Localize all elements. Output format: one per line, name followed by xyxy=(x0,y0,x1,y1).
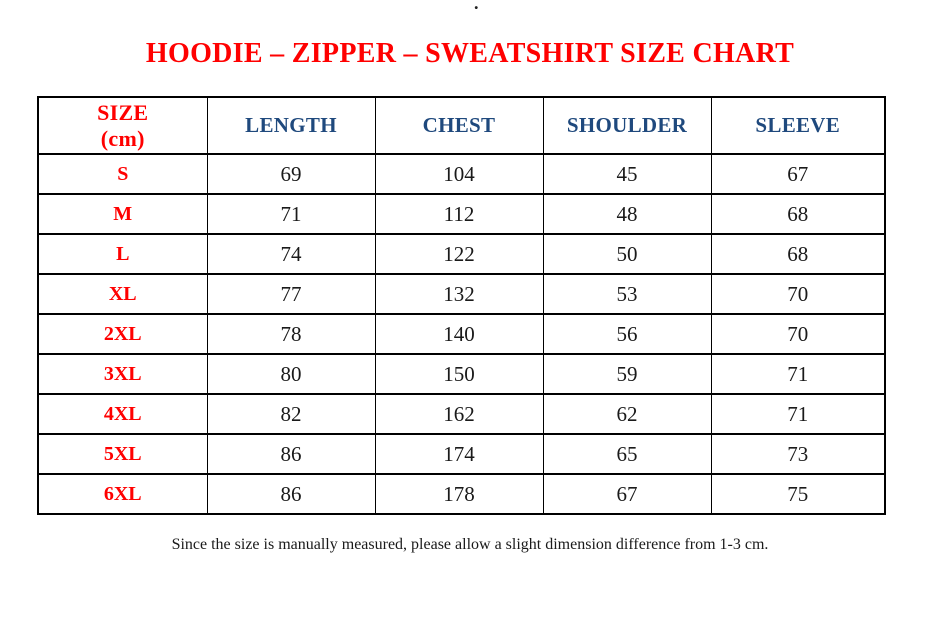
sleeve-value-cell: 73 xyxy=(710,433,886,475)
size-label-cell: 4XL xyxy=(37,393,208,435)
shoulder-value-cell: 65 xyxy=(542,433,712,475)
length-value-cell: 69 xyxy=(206,153,376,195)
column-header-shoulder: SHOULDER xyxy=(542,96,712,155)
shoulder-value-cell: 62 xyxy=(542,393,712,435)
shoulder-value-cell: 56 xyxy=(542,313,712,355)
table-row: XL 77 132 53 70 xyxy=(37,273,886,315)
sleeve-value-cell: 70 xyxy=(710,273,886,315)
sleeve-value-cell: 71 xyxy=(710,393,886,435)
size-label-cell: 2XL xyxy=(37,313,208,355)
shoulder-value-cell: 45 xyxy=(542,153,712,195)
length-value-cell: 80 xyxy=(206,353,376,395)
chest-value-cell: 132 xyxy=(374,273,544,315)
size-label-cell: XL xyxy=(37,273,208,315)
length-value-cell: 77 xyxy=(206,273,376,315)
size-label-cell: 3XL xyxy=(37,353,208,395)
table-row: M 71 112 48 68 xyxy=(37,193,886,235)
shoulder-value-cell: 67 xyxy=(542,473,712,515)
sleeve-value-cell: 75 xyxy=(710,473,886,515)
chest-value-cell: 112 xyxy=(374,193,544,235)
chest-value-cell: 174 xyxy=(374,433,544,475)
sleeve-value-cell: 67 xyxy=(710,153,886,195)
shoulder-value-cell: 48 xyxy=(542,193,712,235)
chest-value-cell: 140 xyxy=(374,313,544,355)
table-row: L 74 122 50 68 xyxy=(37,233,886,275)
length-value-cell: 71 xyxy=(206,193,376,235)
sleeve-value-cell: 68 xyxy=(710,193,886,235)
chest-value-cell: 150 xyxy=(374,353,544,395)
table-row: 3XL 80 150 59 71 xyxy=(37,353,886,395)
size-label-cell: L xyxy=(37,233,208,275)
page-title: HOODIE – ZIPPER – SWEATSHIRT SIZE CHART xyxy=(145,38,795,69)
length-value-cell: 78 xyxy=(206,313,376,355)
measurement-disclaimer: Since the size is manually measured, ple… xyxy=(171,536,769,553)
length-value-cell: 86 xyxy=(206,433,376,475)
table-row: 5XL 86 174 65 73 xyxy=(37,433,886,475)
table-row: 4XL 82 162 62 71 xyxy=(37,393,886,435)
chest-value-cell: 162 xyxy=(374,393,544,435)
sleeve-value-cell: 70 xyxy=(710,313,886,355)
column-header-length: LENGTH xyxy=(206,96,376,155)
size-label-cell: 6XL xyxy=(37,473,208,515)
chest-value-cell: 178 xyxy=(374,473,544,515)
table-body: S 69 104 45 67 M 71 112 48 68 L 74 122 5… xyxy=(37,153,886,515)
chest-value-cell: 104 xyxy=(374,153,544,195)
column-header-sleeve: SLEEVE xyxy=(710,96,886,155)
table-header: SIZE (cm) LENGTH CHEST SHOULDER SLEEVE xyxy=(37,96,886,155)
shoulder-value-cell: 50 xyxy=(542,233,712,275)
table-row: S 69 104 45 67 xyxy=(37,153,886,195)
table-row: 6XL 86 178 67 75 xyxy=(37,473,886,515)
size-label-cell: 5XL xyxy=(37,433,208,475)
size-chart-table: SIZE (cm) LENGTH CHEST SHOULDER SLEEVE S… xyxy=(37,96,886,515)
stray-dot-mark: . xyxy=(474,0,479,13)
sleeve-value-cell: 71 xyxy=(710,353,886,395)
column-header-chest: CHEST xyxy=(374,96,544,155)
shoulder-value-cell: 59 xyxy=(542,353,712,395)
sleeve-value-cell: 68 xyxy=(710,233,886,275)
column-header-size: SIZE (cm) xyxy=(37,96,208,155)
length-value-cell: 86 xyxy=(206,473,376,515)
size-label-cell: S xyxy=(37,153,208,195)
shoulder-value-cell: 53 xyxy=(542,273,712,315)
table-row: 2XL 78 140 56 70 xyxy=(37,313,886,355)
length-value-cell: 82 xyxy=(206,393,376,435)
chest-value-cell: 122 xyxy=(374,233,544,275)
length-value-cell: 74 xyxy=(206,233,376,275)
size-label-cell: M xyxy=(37,193,208,235)
header-row: SIZE (cm) LENGTH CHEST SHOULDER SLEEVE xyxy=(37,96,886,155)
